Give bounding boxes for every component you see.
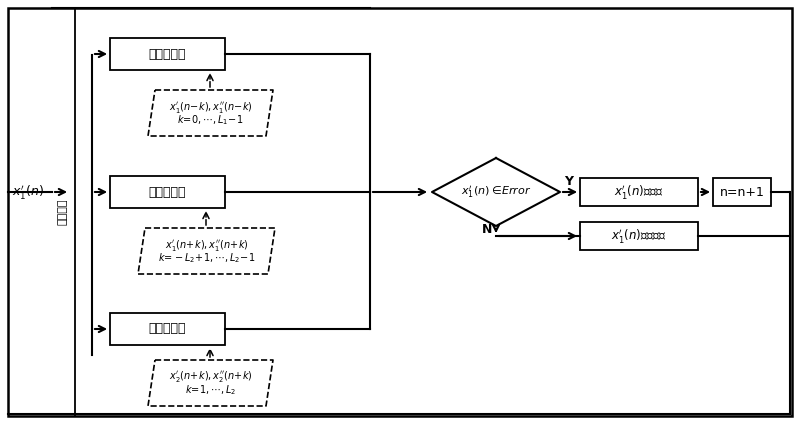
Text: $x_1^{\prime}(n)$不是误码: $x_1^{\prime}(n)$不是误码: [611, 227, 666, 245]
Bar: [110, 313, 225, 345]
Text: $k\!=\!-L_2\!+\!1,\cdots,L_2\!-\!1$: $k\!=\!-L_2\!+\!1,\cdots,L_2\!-\!1$: [158, 251, 255, 265]
Text: N: N: [482, 223, 492, 236]
Polygon shape: [138, 228, 275, 274]
Bar: [110, 176, 225, 208]
Text: $x_1^{\prime}(n)$: $x_1^{\prime}(n)$: [12, 183, 44, 201]
Bar: [110, 38, 225, 70]
Text: $x_1^{\prime}(n\!+\!k), x_1^{\prime\prime}(n\!+\!k)$: $x_1^{\prime}(n\!+\!k), x_1^{\prime\prim…: [165, 238, 248, 252]
Text: $k\!=\!0,\cdots,L_1\!-\!1$: $k\!=\!0,\cdots,L_1\!-\!1$: [178, 113, 244, 127]
Polygon shape: [432, 158, 560, 226]
Polygon shape: [148, 90, 273, 136]
Polygon shape: [148, 360, 273, 406]
Text: 检测操作三: 检测操作三: [149, 323, 186, 335]
Text: $x_1^{\prime}(n)$是误码: $x_1^{\prime}(n)$是误码: [614, 183, 664, 201]
Bar: [580, 222, 698, 250]
Text: $x_2^{\prime}(n\!+\!k), x_2^{\prime\prime}(n\!+\!k)$: $x_2^{\prime}(n\!+\!k), x_2^{\prime\prim…: [169, 369, 252, 385]
Bar: [52, 8, 370, 416]
Text: Y: Y: [564, 175, 573, 188]
Bar: [580, 178, 698, 206]
Bar: [713, 178, 771, 206]
Text: n=n+1: n=n+1: [719, 185, 765, 198]
Text: $x_1^{\prime}(n)\in\! Error$: $x_1^{\prime}(n)\in\! Error$: [461, 184, 531, 200]
Text: 并行操作: 并行操作: [58, 199, 68, 225]
Text: $k\!=\!1,\cdots,L_2$: $k\!=\!1,\cdots,L_2$: [185, 383, 236, 397]
Text: 检测操作一: 检测操作一: [149, 48, 186, 60]
Text: 检测操作二: 检测操作二: [149, 185, 186, 198]
Text: $x_1^{\prime}(n\!-\!k), x_1^{\prime\prime}(n\!-\!k)$: $x_1^{\prime}(n\!-\!k), x_1^{\prime\prim…: [169, 99, 252, 114]
